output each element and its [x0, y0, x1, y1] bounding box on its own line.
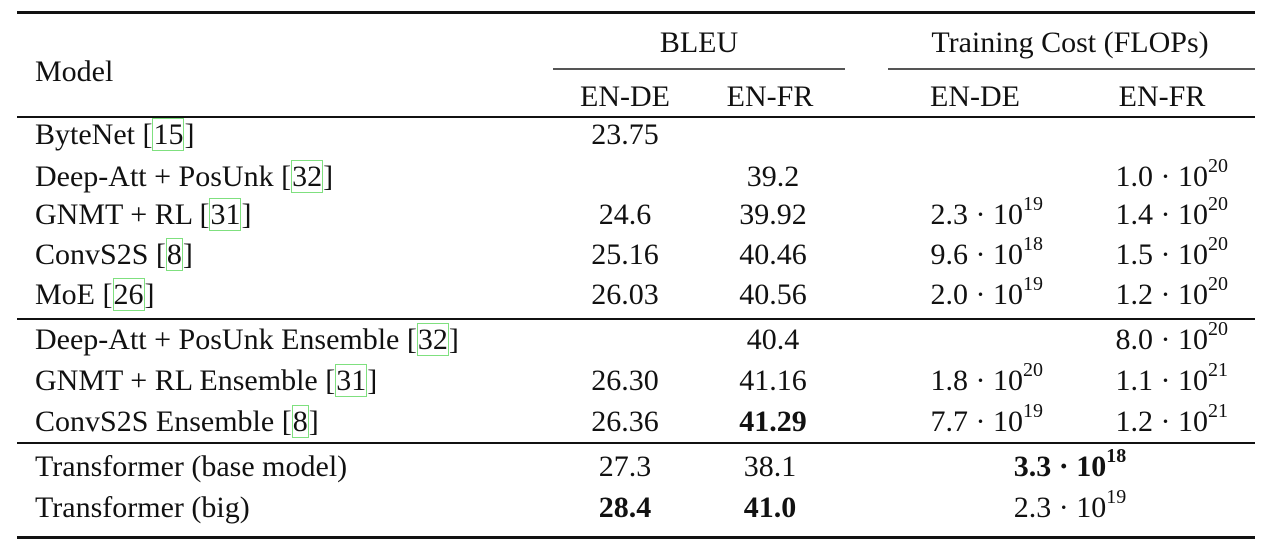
cost-mantissa: 1.0 · 10	[1115, 160, 1209, 193]
bleu-en-fr: 39.2	[746, 160, 800, 193]
cost-en-fr: 1.5 · 1020	[1115, 234, 1229, 272]
model-name: ConvS2S	[35, 238, 156, 271]
bleu-en-de: 26.03	[591, 278, 659, 311]
cost-mantissa: 9.6 · 10	[930, 238, 1024, 271]
transformer-rule	[17, 442, 1255, 444]
cost-en-fr: 1.1 · 1021	[1115, 360, 1229, 398]
cost-en-de: 1.8 · 1020	[930, 360, 1044, 398]
bleu-en-fr: 41.16	[739, 364, 807, 397]
table-row-model: MoE [26]	[35, 278, 155, 311]
citation-link[interactable]: 32	[291, 160, 324, 193]
citation-link[interactable]: 26	[112, 278, 145, 311]
sub-bleu-en-fr: EN-FR	[726, 80, 814, 113]
cost-en-de: 9.6 · 1018	[930, 234, 1044, 272]
cost-combined: 2.3 · 1019	[1013, 487, 1127, 525]
cost-en-de: 2.3 · 1019	[930, 194, 1044, 232]
bleu-en-fr: 40.56	[739, 278, 807, 311]
cost-combined: 3.3 · 1018	[1013, 446, 1127, 484]
bleu-en-de: 26.30	[591, 364, 659, 397]
cost-exponent: 19	[1106, 486, 1127, 508]
table-row-model: GNMT + RL Ensemble [31]	[35, 364, 378, 397]
bleu-en-fr: 41.0	[743, 491, 797, 524]
cost-mantissa: 2.0 · 10	[930, 278, 1024, 311]
cost-mantissa: 1.4 · 10	[1115, 198, 1209, 231]
sub-bleu-en-de: EN-DE	[580, 80, 670, 113]
cost-exponent: 18	[1106, 445, 1127, 467]
bleu-en-de: 25.16	[591, 238, 659, 271]
table-row-model: Deep-Att + PosUnk Ensemble [32]	[35, 323, 459, 356]
group-rule	[17, 318, 1255, 320]
bleu-en-de: 28.4	[598, 491, 652, 524]
cost-exponent: 20	[1208, 233, 1228, 255]
cost-exponent: 19	[1023, 400, 1043, 422]
cost-cmidrule	[888, 68, 1255, 70]
bleu-en-fr: 40.4	[746, 323, 800, 356]
cost-mantissa: 3.3 · 10	[1013, 450, 1107, 483]
table-row-model: GNMT + RL [31]	[35, 198, 252, 231]
bleu-en-de: 27.3	[598, 450, 652, 483]
cost-en-de: 2.0 · 1019	[930, 274, 1044, 312]
transformer-row-model: Transformer (big)	[35, 491, 250, 524]
bleu-en-de: 26.36	[591, 405, 659, 438]
transformer-row-model: Transformer (base model)	[35, 450, 348, 483]
cost-mantissa: 2.3 · 10	[930, 198, 1024, 231]
bleu-en-fr: 39.92	[739, 198, 807, 231]
model-name: MoE	[35, 278, 103, 311]
bleu-en-fr: 38.1	[743, 450, 797, 483]
bleu-en-fr: 41.29	[739, 405, 807, 438]
cost-mantissa: 1.2 · 10	[1115, 278, 1209, 311]
citation-link[interactable]: 15	[152, 118, 185, 151]
cost-en-fr: 8.0 · 1020	[1115, 319, 1229, 357]
cost-exponent: 21	[1208, 359, 1228, 381]
cost-exponent: 18	[1023, 233, 1043, 255]
table-row-model: ConvS2S Ensemble [8]	[35, 405, 319, 438]
header-cost: Training Cost (FLOPs)	[931, 26, 1209, 59]
cost-mantissa: 8.0 · 10	[1115, 323, 1209, 356]
sub-cost-en-de: EN-DE	[930, 80, 1020, 113]
bleu-en-fr: 40.46	[739, 238, 807, 271]
model-name: ConvS2S Ensemble	[35, 405, 282, 438]
citation-link[interactable]: 8	[165, 238, 183, 271]
cost-exponent: 20	[1208, 193, 1228, 215]
cost-exponent: 19	[1023, 193, 1043, 215]
bottom-rule	[17, 536, 1255, 539]
cost-en-fr: 1.4 · 1020	[1115, 194, 1229, 232]
cost-mantissa: 1.5 · 10	[1115, 238, 1209, 271]
header-rule	[17, 116, 1255, 118]
cost-mantissa: 2.3 · 10	[1013, 491, 1107, 524]
model-name: Deep-Att + PosUnk Ensemble	[35, 323, 407, 356]
cost-mantissa: 7.7 · 10	[930, 405, 1024, 438]
top-rule	[17, 11, 1255, 14]
model-name: GNMT + RL Ensemble	[35, 364, 326, 397]
cost-exponent: 20	[1208, 155, 1228, 177]
citation-link[interactable]: 31	[335, 364, 368, 397]
table-row-model: Deep-Att + PosUnk [32]	[35, 160, 334, 193]
bleu-en-de: 23.75	[591, 118, 659, 151]
model-name: ByteNet	[35, 118, 143, 151]
header-bleu: BLEU	[659, 26, 739, 59]
model-name: Deep-Att + PosUnk	[35, 160, 282, 193]
cost-mantissa: 1.8 · 10	[930, 364, 1024, 397]
cost-en-fr: 1.0 · 1020	[1115, 156, 1229, 194]
cost-en-fr: 1.2 · 1021	[1115, 401, 1229, 439]
table-row-model: ConvS2S [8]	[35, 238, 193, 271]
bleu-en-de: 24.6	[598, 198, 652, 231]
model-name: GNMT + RL	[35, 198, 200, 231]
cost-exponent: 21	[1208, 400, 1228, 422]
cost-mantissa: 1.2 · 10	[1115, 405, 1209, 438]
bleu-cmidrule	[553, 68, 845, 70]
citation-link[interactable]: 8	[291, 405, 309, 438]
table-row-model: ByteNet [15]	[35, 118, 195, 151]
cost-exponent: 19	[1023, 273, 1043, 295]
citation-link[interactable]: 32	[416, 323, 449, 356]
cost-en-fr: 1.2 · 1020	[1115, 274, 1229, 312]
citation-link[interactable]: 31	[209, 198, 242, 231]
cost-exponent: 20	[1208, 273, 1228, 295]
sub-cost-en-fr: EN-FR	[1118, 80, 1206, 113]
cost-en-de: 7.7 · 1019	[930, 401, 1044, 439]
cost-exponent: 20	[1023, 359, 1043, 381]
header-model: Model	[35, 55, 114, 88]
cost-exponent: 20	[1208, 318, 1228, 340]
cost-mantissa: 1.1 · 10	[1115, 364, 1209, 397]
